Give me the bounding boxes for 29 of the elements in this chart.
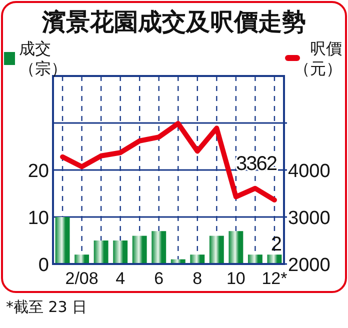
bar	[152, 231, 166, 264]
bar	[113, 240, 128, 264]
bar	[132, 236, 147, 264]
bar	[74, 254, 90, 264]
bar	[209, 236, 224, 264]
text: *截至 23 日	[6, 298, 88, 316]
x-tick-label: 6	[154, 269, 164, 288]
chart-title: 濱景花園成交及呎價走勢	[41, 8, 306, 36]
x-tick-label: 8	[192, 269, 202, 288]
bar	[228, 231, 244, 264]
bar	[94, 240, 108, 264]
y2-tick-label: 4000	[288, 161, 330, 182]
data-label: 2	[270, 234, 282, 256]
legend-label: 成交（宗）	[19, 39, 67, 78]
data-label: 3362	[236, 152, 278, 175]
y2-tick-label: 3000	[288, 208, 330, 229]
legend-label: 呎價（元）	[294, 39, 342, 78]
bar	[248, 254, 262, 264]
y-tick-label: 10	[28, 208, 49, 229]
y-tick-label: 0	[38, 255, 49, 276]
y-tick-label: 20	[28, 161, 49, 182]
x-tick-label: 4	[116, 269, 126, 288]
y2-tick-label: 2000	[288, 255, 330, 276]
x-tick-label: 12*	[262, 269, 288, 288]
x-tick-label: 2/08	[65, 269, 98, 288]
bar	[190, 254, 205, 264]
bar	[267, 254, 282, 264]
x-tick-label: 10	[226, 269, 246, 288]
bar	[55, 217, 70, 264]
